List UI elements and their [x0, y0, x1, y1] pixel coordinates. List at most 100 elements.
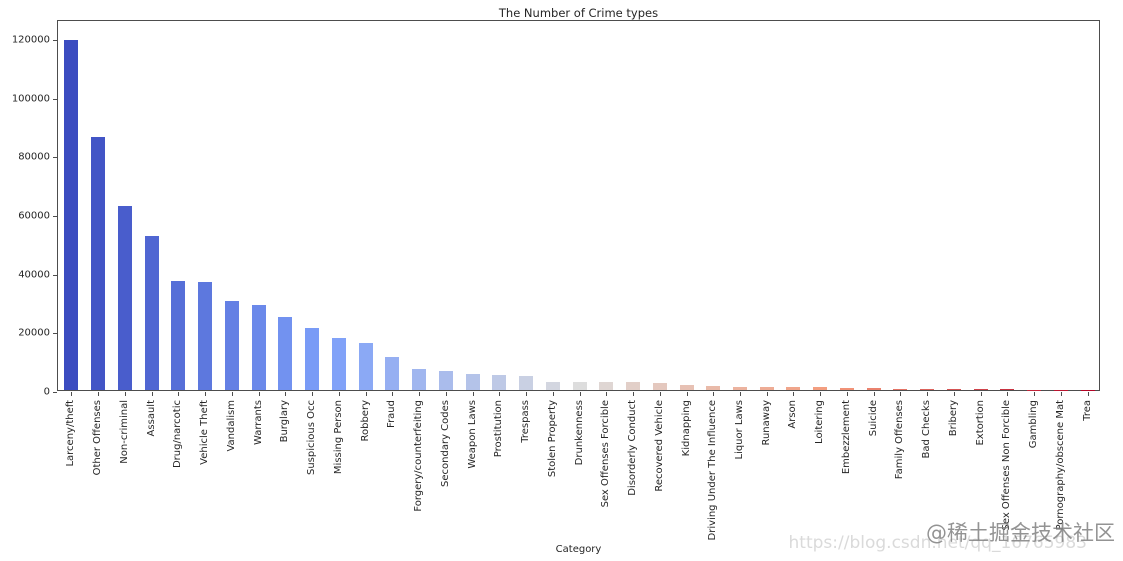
bar [519, 375, 533, 390]
x-tick [392, 392, 394, 396]
watermark-url-text: https://blog.csdn.net/qq_16765983 [788, 533, 1087, 553]
bar [465, 373, 480, 390]
bar [331, 338, 346, 390]
y-tick [53, 215, 57, 217]
y-tick-label: 100000 [11, 93, 50, 104]
bar [251, 304, 266, 390]
bar [786, 387, 801, 390]
x-tick [472, 392, 474, 396]
x-tick-label: Sex Offenses Non Forcible [1001, 400, 1013, 531]
x-tick [659, 392, 661, 396]
x-tick-label: Pornography/obscene Mat [1054, 400, 1066, 531]
y-tick-label: 60000 [18, 210, 50, 222]
bar [813, 387, 828, 390]
x-tick [338, 392, 340, 396]
x-tick-label: Suicide [867, 400, 879, 437]
x-tick-label: Other Offenses [92, 400, 104, 476]
x-tick-label: Kidnapping [680, 400, 692, 457]
x-tick-label: Disorderly Conduct [627, 400, 638, 496]
bar [358, 343, 373, 390]
x-tick [312, 392, 314, 396]
x-tick [606, 392, 608, 396]
bar [866, 388, 881, 390]
x-tick [793, 392, 795, 396]
x-tick [285, 392, 287, 396]
bar [224, 300, 239, 390]
x-tick-label: Extortion [974, 400, 986, 446]
x-tick-label: Vandalism [225, 400, 237, 452]
y-tick-label: 0 [43, 386, 50, 398]
x-tick [579, 392, 581, 396]
x-tick [365, 392, 367, 396]
bar [706, 386, 721, 390]
bar [652, 383, 667, 390]
x-tick-label: Sex Offenses Forcible [600, 400, 612, 508]
watermark-community-text: @稀土掘金技术社区 [926, 521, 1115, 545]
x-tick [633, 392, 634, 396]
bar [1000, 389, 1015, 390]
x-tick-label: Forgery/counterfeiting [413, 400, 424, 512]
x-tick [953, 392, 955, 396]
x-tick-label: Burglary [279, 400, 291, 443]
x-tick-label: Gambling [1028, 400, 1040, 449]
x-tick [740, 392, 741, 396]
x-tick [820, 392, 822, 396]
x-tick [178, 392, 180, 396]
x-tick [258, 392, 260, 396]
bar [973, 389, 988, 390]
bar [893, 388, 908, 390]
x-tick [1060, 392, 1062, 396]
x-tick-label: Weapon Laws [466, 400, 478, 469]
x-tick [526, 392, 527, 396]
bar [920, 389, 935, 390]
x-tick [124, 392, 126, 396]
x-tick-label: Prostitution [493, 400, 505, 458]
bar [64, 40, 79, 390]
x-tick-label: Stolen Property [546, 400, 558, 478]
x-tick [873, 392, 875, 396]
x-tick-label: Trea [1081, 400, 1093, 421]
x-tick [846, 392, 848, 396]
x-tick-label: Robbery [359, 400, 371, 442]
x-tick-label: Warrants [252, 400, 264, 446]
x-tick [1007, 392, 1009, 396]
bar [946, 389, 961, 390]
y-tick-label: 120000 [11, 34, 50, 46]
x-tick [1034, 392, 1036, 396]
y-tick [53, 157, 57, 159]
x-tick [205, 392, 207, 396]
bar [492, 375, 507, 390]
x-tick-label: Bribery [947, 400, 959, 437]
y-tick [53, 333, 57, 335]
x-tick [499, 392, 501, 396]
x-tick-label: Non-criminal [118, 400, 130, 464]
x-tick [419, 392, 420, 396]
x-tick-label: Secondary Codes [439, 400, 451, 487]
bar [117, 206, 132, 390]
x-tick [445, 392, 447, 396]
x-tick-label: Vehicle Theft [199, 400, 211, 465]
x-tick-label: Fraud [386, 400, 398, 428]
x-tick-label: Suspicious Occ [306, 400, 318, 476]
y-tick [53, 39, 57, 41]
x-axis-label: Category [555, 544, 602, 555]
x-tick-label: Runaway [760, 400, 772, 446]
bar [545, 381, 560, 390]
x-tick-label: Drunkenness [573, 400, 585, 466]
x-tick [927, 392, 929, 396]
x-tick-label: Loitering [814, 400, 826, 444]
bar [599, 381, 614, 390]
x-tick-label: Trespass [520, 400, 531, 443]
x-tick-label: Liquor Laws [734, 400, 745, 460]
bar [733, 386, 747, 390]
chart-title: The Number of Crime types [498, 6, 659, 20]
bar [198, 282, 213, 390]
x-tick [151, 392, 153, 396]
x-tick [980, 392, 982, 396]
bar [144, 236, 159, 390]
bar [438, 370, 453, 390]
y-tick-label: 80000 [18, 151, 50, 163]
x-tick-label: Missing Person [332, 400, 344, 475]
bar [759, 386, 774, 390]
